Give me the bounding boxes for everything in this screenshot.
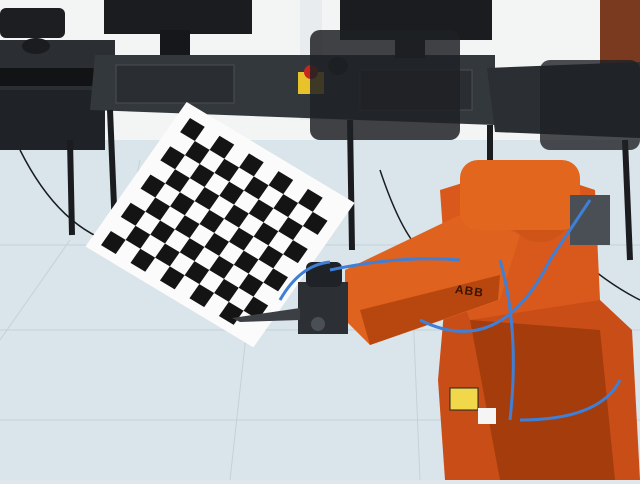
checker-square xyxy=(120,202,146,226)
checker-square xyxy=(194,186,220,210)
robot-info-label xyxy=(478,408,496,424)
checker-square xyxy=(219,181,244,205)
checker-square xyxy=(233,250,259,274)
checker-square xyxy=(150,220,175,244)
checker-square xyxy=(165,169,190,193)
robot-forearm-shade xyxy=(360,275,500,345)
chair-right xyxy=(540,60,640,150)
robot-warning-label xyxy=(449,387,479,411)
checker-square xyxy=(268,171,294,195)
gripper-finger xyxy=(232,308,300,322)
checker-square xyxy=(184,140,210,164)
checker-square xyxy=(253,222,279,246)
checker-square xyxy=(170,192,195,216)
checker-squares xyxy=(100,118,328,325)
checkerboard xyxy=(85,101,355,348)
checker-square xyxy=(189,163,215,187)
checker-square xyxy=(145,197,171,221)
checker-square xyxy=(239,153,264,177)
checker-square xyxy=(160,146,185,170)
checker-square xyxy=(209,135,235,159)
checker-square xyxy=(184,261,210,285)
robot-head xyxy=(460,160,580,230)
checker-square xyxy=(302,211,328,235)
checker-square xyxy=(229,227,254,251)
checker-square xyxy=(214,278,239,302)
checker-square xyxy=(159,266,185,290)
checker-square xyxy=(273,194,299,218)
checker-square xyxy=(179,238,205,262)
checker-square xyxy=(283,240,308,264)
checker-square xyxy=(180,118,205,141)
checker-square xyxy=(189,284,215,308)
robot-base-shade xyxy=(470,320,615,480)
checker-square xyxy=(199,209,225,233)
pc-tower-left xyxy=(115,64,235,104)
monitor-left-base xyxy=(160,30,190,55)
pneumatic-cables xyxy=(278,199,622,422)
checker-square xyxy=(243,176,269,200)
checker-square xyxy=(204,232,230,256)
keyboard xyxy=(0,68,105,86)
checker-square xyxy=(298,188,323,212)
checker-square xyxy=(224,204,249,228)
chair-middle xyxy=(310,30,460,140)
left-desk-shadow xyxy=(0,90,105,150)
checker-square xyxy=(130,248,156,272)
checker-square xyxy=(155,243,180,267)
checker-square xyxy=(209,255,234,279)
monitor-left xyxy=(104,0,252,34)
left-chair xyxy=(0,8,65,38)
checker-square xyxy=(238,273,264,297)
checker-square xyxy=(174,215,200,239)
checker-square xyxy=(100,230,126,254)
checker-square xyxy=(125,225,151,249)
gripper-bolt xyxy=(311,317,325,331)
robot-arm xyxy=(232,160,640,480)
checker-square xyxy=(278,217,303,241)
checker-square xyxy=(248,199,274,223)
mouse xyxy=(22,38,50,54)
checker-square xyxy=(258,245,284,269)
checker-square xyxy=(140,174,166,198)
checker-square xyxy=(263,268,288,292)
checker-square xyxy=(214,158,240,182)
